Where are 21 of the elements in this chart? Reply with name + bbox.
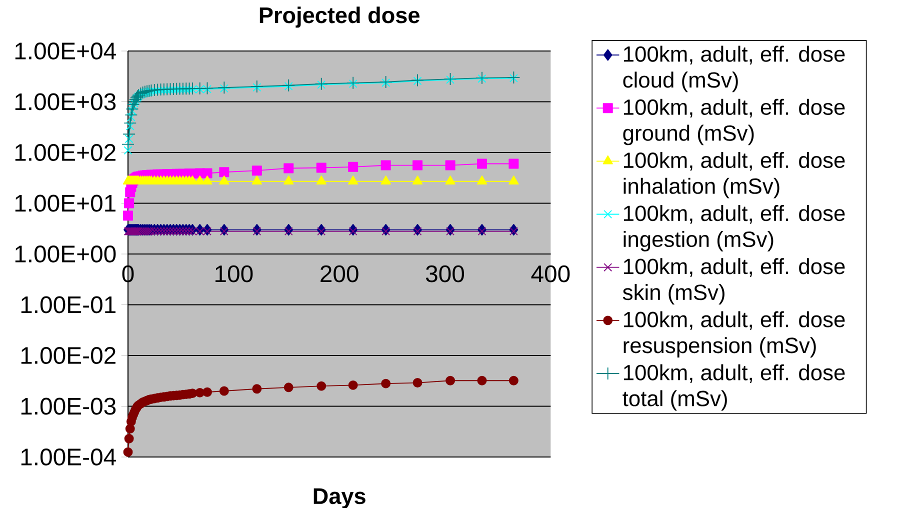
legend-label: 100km, adult, eff. dose skin (mSv) <box>622 258 845 304</box>
y-tick-label: 1.00E+02 <box>15 144 116 161</box>
legend-label: 100km, adult, eff. dose inhalation (mSv) <box>624 152 845 198</box>
x-tick-label: 400 <box>531 265 570 282</box>
x-tick-label: 300 <box>426 265 464 282</box>
x-tick-label: 200 <box>320 265 358 282</box>
y-tick-label: 1.00E+04 <box>15 42 116 60</box>
y-tick-label: 1.00E+00 <box>15 246 116 262</box>
legend-label: 100km, adult, eff. dose total (mSv) <box>622 364 845 411</box>
legend-label: 100km, adult, eff. dose cloud (mSv) <box>623 46 845 92</box>
chart-title: Projected dose <box>260 6 420 28</box>
y-tick-label: 1.00E+01 <box>15 194 116 212</box>
legend-label: 100km, adult, eff. dose resuspension (mSv) <box>624 311 845 358</box>
y-tick-label: 1.00E-02 <box>21 347 116 364</box>
y-tick-label: 1.00E+03 <box>15 93 116 110</box>
x-tick-label: 100 <box>216 265 253 282</box>
y-tick-label: 1.00E-03 <box>21 398 116 415</box>
y-tick-label: 1.00E-04 <box>21 448 116 466</box>
y-tick-label: 1.00E-01 <box>21 296 116 314</box>
legend-label: 100km, adult, eff. dose ingestion (mSv) <box>624 205 845 252</box>
legend-label: 100km, adult, eff. dose ground (mSv) <box>623 98 845 146</box>
